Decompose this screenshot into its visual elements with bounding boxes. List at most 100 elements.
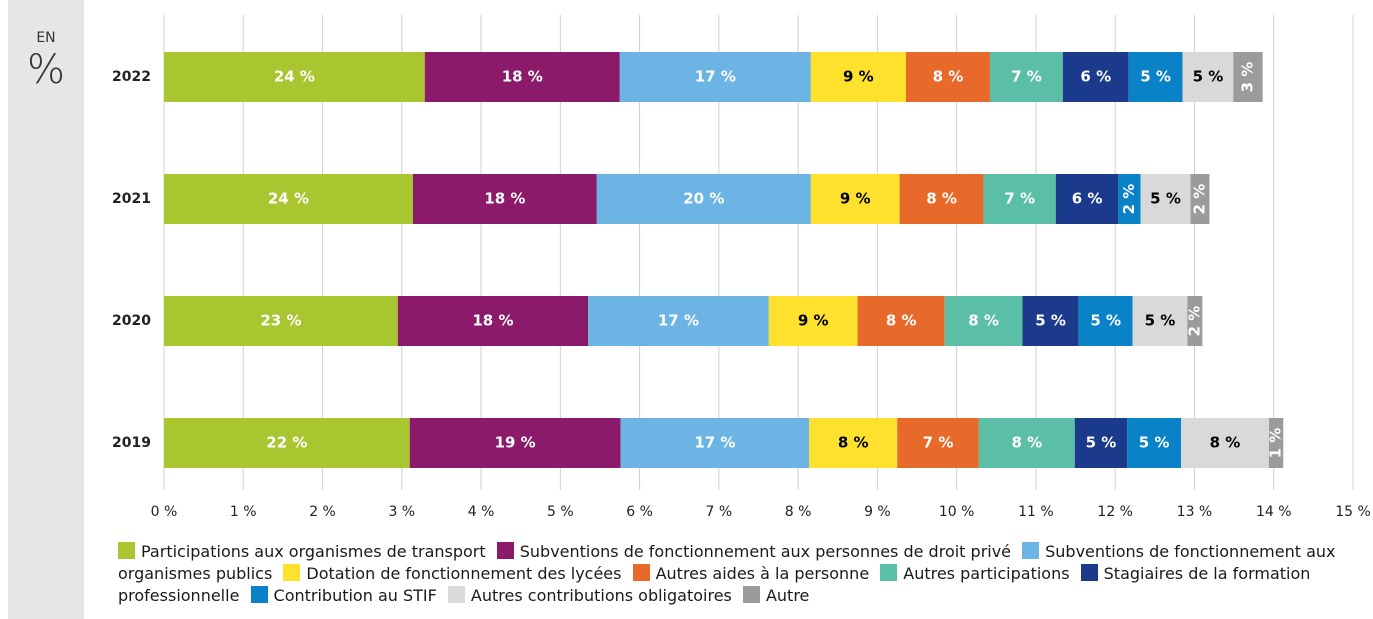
bar-segment <box>768 296 858 346</box>
x-tick-label: 6 % <box>626 504 653 520</box>
data-label: 5 % <box>1150 190 1181 208</box>
legend-label: Autres contributions obligatoires <box>470 586 732 605</box>
data-label: 5 % <box>1193 68 1224 86</box>
data-label: 7 % <box>1004 190 1035 208</box>
legend-label: Stagiaires de la formation professionnel… <box>118 564 1311 605</box>
legend-label: Autre <box>765 586 810 605</box>
data-label: 3 % <box>1238 62 1256 93</box>
x-tick-label: 8 % <box>785 504 812 520</box>
data-label: 9 % <box>798 312 829 330</box>
legend-swatch <box>283 564 301 581</box>
bar-segment <box>1127 418 1181 468</box>
data-label: 8 % <box>886 312 917 330</box>
data-label: 18 % <box>472 312 513 330</box>
legend-swatch <box>1022 542 1040 559</box>
x-tick-label: 10 % <box>939 504 975 520</box>
legend-swatch <box>1080 564 1098 581</box>
bar-segment <box>1187 296 1203 346</box>
bar-segment <box>1118 174 1141 224</box>
bar-segment <box>857 296 945 346</box>
unit-caption: % <box>27 47 65 93</box>
x-tick-label: 7 % <box>706 504 733 520</box>
y-tick-label: 2020 <box>112 313 151 329</box>
legend-label: Contribution au STIF <box>273 586 437 605</box>
bar-segment <box>1190 174 1210 224</box>
x-tick-label: 4 % <box>468 504 495 520</box>
bar-segment <box>897 418 979 468</box>
data-label: 5 % <box>1035 312 1066 330</box>
bar-segment <box>1180 418 1269 468</box>
bar-segment <box>596 174 811 224</box>
data-label: 5 % <box>1140 68 1171 86</box>
data-label: 2 % <box>1191 184 1209 215</box>
legend-swatch <box>118 542 135 559</box>
x-tick-label: 11 % <box>1018 504 1054 520</box>
x-tick-label: 1 % <box>230 504 257 520</box>
legend-swatch <box>632 564 650 581</box>
bar-segment <box>810 52 906 102</box>
data-label: 9 % <box>840 190 871 208</box>
legend-label: Participations aux organismes de transpo… <box>141 542 486 561</box>
data-label: 18 % <box>502 68 543 86</box>
data-label: 8 % <box>1011 434 1042 452</box>
data-label: 8 % <box>926 190 957 208</box>
data-label: 17 % <box>695 68 736 86</box>
x-tick-label: 9 % <box>864 504 891 520</box>
bar-segment <box>989 52 1063 102</box>
bar-segment <box>164 296 398 346</box>
legend: Participations aux organismes de transpo… <box>118 541 1368 607</box>
bar-segment <box>1128 52 1183 102</box>
unit-caption: EN <box>36 30 55 46</box>
bar-segment <box>424 52 620 102</box>
data-label: 2 % <box>1185 306 1203 337</box>
bar-segment <box>978 418 1075 468</box>
data-label: 8 % <box>838 434 869 452</box>
data-label: 9 % <box>843 68 874 86</box>
bar-segment <box>944 296 1023 346</box>
bar-segment <box>1132 296 1188 346</box>
bar-segment <box>1182 52 1234 102</box>
bar-segment <box>1140 174 1191 224</box>
bar-segment <box>1055 174 1119 224</box>
bar-segment <box>164 418 410 468</box>
x-tick-label: 5 % <box>547 504 574 520</box>
bar-segment <box>1074 418 1128 468</box>
legend-label: Subventions de fonctionnement aux person… <box>519 542 1012 561</box>
bar-segment <box>899 174 984 224</box>
legend-swatch <box>250 586 268 603</box>
data-label: 8 % <box>933 68 964 86</box>
bar-segment <box>1078 296 1133 346</box>
bar-segment <box>588 296 769 346</box>
unit-panel <box>8 0 84 619</box>
data-label: 5 % <box>1139 434 1170 452</box>
data-label: 24 % <box>274 68 315 86</box>
legend-label: Autres aides à la personne <box>655 564 870 583</box>
x-tick-label: 0 % <box>151 504 178 520</box>
x-tick-label: 12 % <box>1097 504 1133 520</box>
bar-segment <box>1022 296 1079 346</box>
bar-segment <box>620 418 810 468</box>
bar-segment <box>619 52 811 102</box>
legend-label: Autres participations <box>903 564 1070 583</box>
data-label: 5 % <box>1145 312 1176 330</box>
data-label: 5 % <box>1090 312 1121 330</box>
data-label: 19 % <box>495 434 536 452</box>
legend-swatch <box>880 564 898 581</box>
bar-segment <box>1233 52 1263 102</box>
data-label: 17 % <box>658 312 699 330</box>
y-tick-label: 2021 <box>112 191 151 207</box>
x-tick-label: 15 % <box>1335 504 1371 520</box>
bar-segment <box>1062 52 1129 102</box>
bar-segment <box>409 418 621 468</box>
y-tick-label: 2019 <box>112 435 151 451</box>
x-tick-label: 2 % <box>309 504 336 520</box>
data-label: 6 % <box>1080 68 1111 86</box>
data-label: 7 % <box>1011 68 1042 86</box>
data-label: 17 % <box>694 434 735 452</box>
data-label: 20 % <box>683 190 724 208</box>
bar-segment <box>164 174 413 224</box>
legend-label: Dotation de fonctionnement des lycées <box>306 564 622 583</box>
legend-swatch <box>742 586 760 603</box>
legend-label: Subventions de fonctionnement aux organi… <box>118 542 1336 583</box>
